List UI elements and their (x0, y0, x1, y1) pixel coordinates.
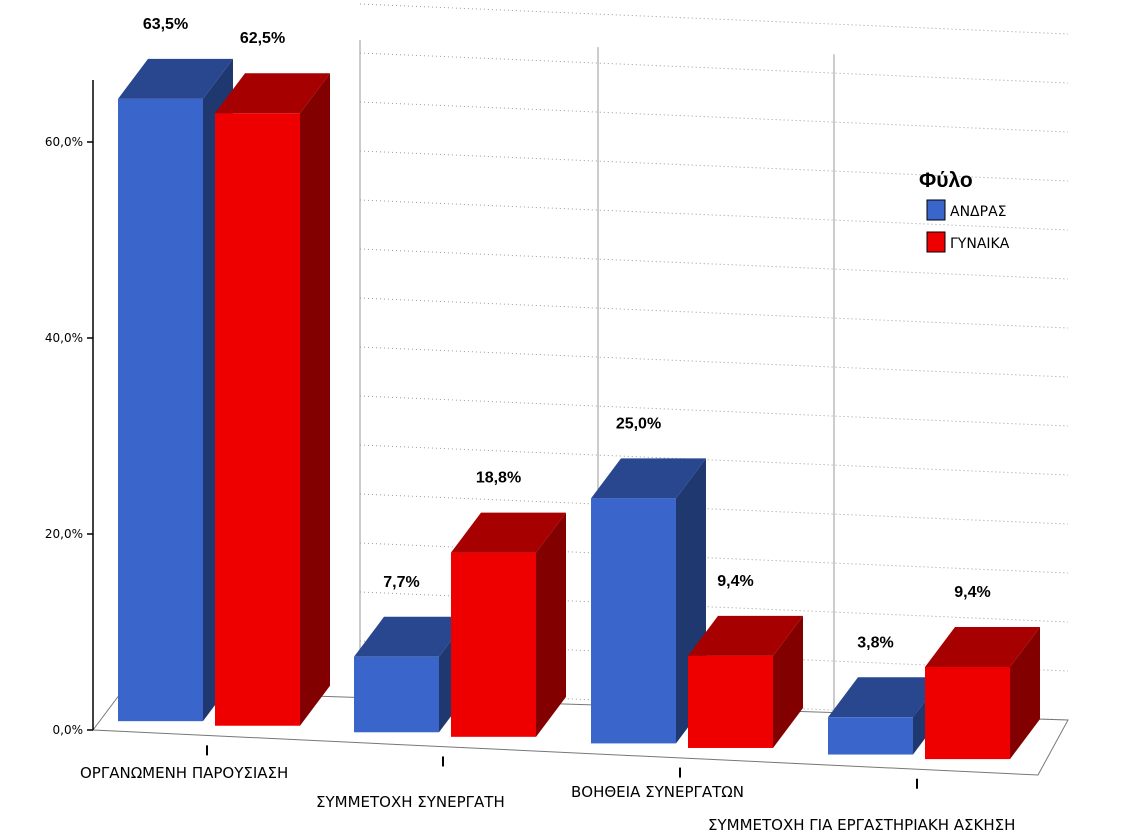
bar-top (215, 73, 330, 114)
bar-side (300, 73, 330, 726)
gridline (359, 248, 1069, 280)
bar-front (925, 666, 1010, 760)
bar-top (688, 615, 803, 656)
chart-floor (92, 689, 1069, 776)
y-tick-label: 40,0% (45, 331, 83, 345)
bar-top (118, 58, 233, 99)
data-label: 63,5% (143, 16, 188, 33)
data-label: 18,8% (476, 470, 521, 487)
gridline (359, 297, 1069, 329)
bar-front (688, 655, 773, 748)
gridline (359, 101, 1069, 133)
gridline (359, 3, 1069, 35)
chart-bars (118, 58, 1040, 760)
legend-title: Φύλο (919, 169, 973, 192)
bar-front (451, 552, 536, 737)
bar-front (215, 113, 300, 726)
data-label: 7,7% (383, 574, 419, 591)
y-tick-label: 60,0% (45, 135, 83, 149)
bar-side (773, 615, 803, 748)
bar-female-2 (688, 615, 803, 748)
bar-front (828, 717, 913, 755)
bar-top (591, 458, 706, 499)
x-tick-label: ΣΥΜΜΕΤΟΧΗ ΓΙΑ ΕΡΓΑΣΤΗΡΙΑΚΗ ΑΣΚΗΣΗ (708, 816, 1015, 834)
chart-legend: Φύλο ΑΝΔΡΑΣ ΓΥΝΑΙΚΑ (919, 169, 1010, 253)
bar-top (925, 626, 1040, 667)
gridline (359, 346, 1069, 378)
bar-side (1010, 626, 1040, 760)
y-axis: 0,0% 20,0% 40,0% 60,0% (45, 80, 918, 789)
gridline (359, 52, 1069, 84)
x-tick-label: ΒΟΗΘΕΙΑ ΣΥΝΕΡΓΑΤΩΝ (571, 783, 744, 801)
y-tick-label: 20,0% (45, 527, 83, 541)
bar-front (354, 656, 439, 733)
legend-swatch (926, 231, 946, 253)
bar-top (451, 512, 566, 553)
bar-female-1 (451, 512, 566, 737)
data-label: 9,4% (954, 584, 990, 601)
bar-female-3 (925, 626, 1040, 760)
x-tick-label: ΟΡΓΑΝΩΜΕΝΗ ΠΑΡΟΥΣΙΑΣΗ (80, 764, 288, 782)
bar-front (118, 98, 203, 722)
bar-side (536, 512, 566, 737)
data-label: 9,4% (717, 573, 753, 590)
data-label: 25,0% (616, 415, 661, 432)
bar-top (354, 616, 469, 657)
gridline (359, 493, 1069, 525)
legend-swatch (926, 199, 946, 221)
y-tick-label: 0,0% (53, 723, 84, 737)
gridline (359, 444, 1069, 476)
legend-label: ΓΥΝΑΙΚΑ (950, 236, 1010, 252)
data-label: 62,5% (240, 30, 285, 47)
legend-label: ΑΝΔΡΑΣ (950, 204, 1007, 220)
bar-front (591, 498, 676, 744)
chart-labels: 63,5% 7,7% 25,0% 3,8% 62,5% 18,8% 9,4% 9,4% ΟΡΓΑ… (80, 16, 1015, 834)
bar-female-0 (215, 73, 330, 726)
gridline (359, 395, 1069, 427)
bar-top (828, 677, 943, 718)
data-label: 3,8% (857, 634, 893, 651)
x-tick-label: ΣΥΜΜΕΤΟΧΗ ΣΥΝΕΡΓΑΤΗ (316, 793, 505, 811)
